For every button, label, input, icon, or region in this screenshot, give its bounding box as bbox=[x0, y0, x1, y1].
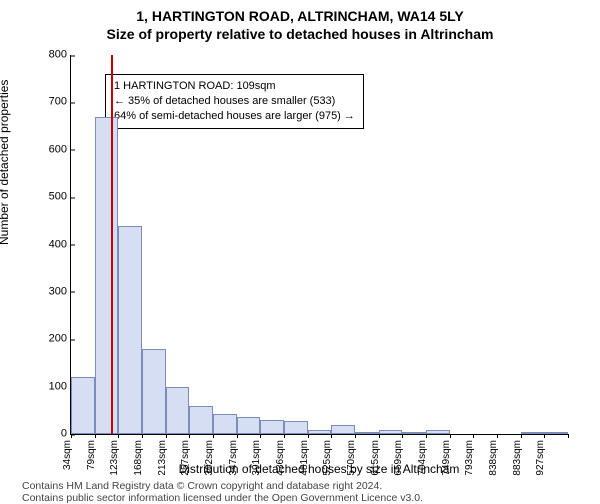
y-tick: 700 bbox=[37, 97, 71, 108]
plot-area: 1 HARTINGTON ROAD: 109sqm ← 35% of detac… bbox=[70, 55, 568, 435]
x-tick-mark bbox=[521, 434, 522, 438]
x-tick-mark bbox=[450, 434, 451, 438]
bar bbox=[308, 430, 332, 434]
bar bbox=[544, 432, 568, 434]
y-tick: 800 bbox=[37, 50, 71, 61]
annotation-line-2: ← 35% of detached houses are smaller (53… bbox=[114, 94, 355, 109]
x-tick-mark bbox=[189, 434, 190, 438]
y-tick: 300 bbox=[37, 286, 71, 297]
chart-canvas: 1, HARTINGTON ROAD, ALTRINCHAM, WA14 5LY… bbox=[0, 0, 600, 500]
x-tick-mark bbox=[331, 434, 332, 438]
bar bbox=[331, 425, 355, 434]
bar bbox=[521, 432, 545, 434]
x-tick-mark bbox=[379, 434, 380, 438]
y-tick: 500 bbox=[37, 192, 71, 203]
bar bbox=[237, 417, 261, 434]
bar bbox=[402, 432, 426, 434]
bar bbox=[71, 377, 95, 434]
bar bbox=[118, 226, 142, 434]
x-tick-mark bbox=[497, 434, 498, 438]
x-tick-mark bbox=[95, 434, 96, 438]
x-tick-mark bbox=[213, 434, 214, 438]
y-tick: 600 bbox=[37, 144, 71, 155]
y-tick: 0 bbox=[37, 429, 71, 440]
y-axis-label: Number of detached properties bbox=[0, 80, 11, 245]
bar bbox=[379, 430, 403, 434]
y-tick: 100 bbox=[37, 381, 71, 392]
x-tick-mark bbox=[402, 434, 403, 438]
x-tick-mark bbox=[355, 434, 356, 438]
annotation-line-3: 64% of semi-detached houses are larger (… bbox=[114, 109, 355, 124]
x-tick-mark bbox=[544, 434, 545, 438]
marker-line bbox=[111, 55, 113, 434]
annotation-line-1: 1 HARTINGTON ROAD: 109sqm bbox=[114, 79, 355, 94]
x-tick-mark bbox=[166, 434, 167, 438]
bar bbox=[166, 387, 190, 434]
x-tick-mark bbox=[284, 434, 285, 438]
y-tick: 200 bbox=[37, 334, 71, 345]
x-tick-mark bbox=[118, 434, 119, 438]
bar bbox=[260, 420, 284, 434]
y-tick: 400 bbox=[37, 239, 71, 250]
x-tick-mark bbox=[71, 434, 72, 438]
x-tick-mark bbox=[237, 434, 238, 438]
x-axis-label: Distribution of detached houses by size … bbox=[70, 462, 568, 476]
bar bbox=[95, 117, 119, 434]
bar bbox=[189, 406, 213, 434]
footnote-2: Contains public sector information licen… bbox=[22, 492, 423, 504]
bar bbox=[426, 430, 450, 434]
x-tick-mark bbox=[142, 434, 143, 438]
title-line-1: 1, HARTINGTON ROAD, ALTRINCHAM, WA14 5LY bbox=[0, 8, 600, 24]
bar bbox=[284, 421, 308, 434]
x-tick-mark bbox=[260, 434, 261, 438]
title-line-2: Size of property relative to detached ho… bbox=[0, 26, 600, 42]
bar bbox=[213, 414, 237, 434]
bar bbox=[355, 432, 379, 434]
x-tick-mark bbox=[568, 434, 569, 438]
bar bbox=[142, 349, 166, 434]
x-tick-mark bbox=[426, 434, 427, 438]
annotation-box: 1 HARTINGTON ROAD: 109sqm ← 35% of detac… bbox=[105, 74, 364, 129]
x-tick-mark bbox=[308, 434, 309, 438]
footnote-1: Contains HM Land Registry data © Crown c… bbox=[22, 480, 382, 492]
x-tick-mark bbox=[473, 434, 474, 438]
